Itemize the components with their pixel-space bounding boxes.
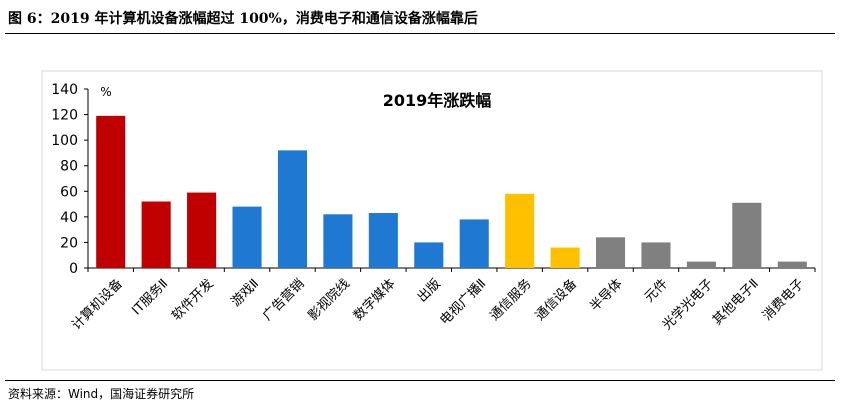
y-tick-label: 60 <box>60 184 78 200</box>
x-tick-label: 数字媒体 <box>351 276 398 323</box>
bar <box>232 206 262 268</box>
x-tick-label: 消费电子 <box>760 276 807 323</box>
y-tick-label: 20 <box>60 235 78 251</box>
x-tick-label: 广告营销 <box>260 276 307 323</box>
y-tick-label: 40 <box>60 210 78 226</box>
bar <box>96 115 126 268</box>
bar <box>595 237 626 268</box>
x-tick-label: 计算机设备 <box>68 276 125 333</box>
x-axis <box>87 267 816 272</box>
bar <box>550 247 580 268</box>
x-tick-label: 元件 <box>642 276 671 305</box>
bar <box>414 242 444 268</box>
y-tick-label: 0 <box>69 261 78 277</box>
x-tick-label: 通信设备 <box>532 276 580 324</box>
bar <box>459 219 489 268</box>
bar <box>277 150 308 268</box>
bar <box>141 201 171 268</box>
x-tick-label: 游戏Ⅱ <box>229 276 263 310</box>
y-tick-label: 80 <box>60 159 78 175</box>
x-tick-label: 出版 <box>415 276 444 305</box>
bar <box>686 261 716 268</box>
y-axis: 0 20 40 60 80 100 120 140 <box>51 82 89 277</box>
figure-title: 图 6：2019 年计算机设备涨幅超过 100%，消费电子和通信设备涨幅靠后 <box>8 11 478 27</box>
bars <box>96 115 807 268</box>
bar <box>777 261 807 268</box>
source-note: 资料来源：Wind，国海证券研究所 <box>8 387 195 401</box>
x-tick-label: 软件开发 <box>169 276 217 324</box>
x-tick-label: 通信服务 <box>487 276 535 324</box>
y-tick-label: 140 <box>51 82 78 98</box>
chart-frame <box>41 70 823 371</box>
x-tick-label: 半导体 <box>587 276 625 314</box>
x-tick-label: 其他电子Ⅱ <box>710 276 762 328</box>
bar <box>323 214 353 268</box>
bar <box>505 193 535 268</box>
bar <box>641 242 671 268</box>
source-divider <box>5 380 835 381</box>
x-tick-label: IT服务Ⅱ <box>129 276 172 319</box>
chart-title: 2019年涨跌幅 <box>383 91 492 110</box>
bar <box>187 192 217 268</box>
y-tick-label: 120 <box>51 108 78 124</box>
x-tick-label: 影视院线 <box>306 276 353 323</box>
y-tick-label: 100 <box>51 133 78 149</box>
title-divider <box>5 33 835 34</box>
bar <box>368 213 398 268</box>
bar <box>732 202 762 268</box>
x-tick-label: 电视广播Ⅱ <box>437 276 489 328</box>
y-axis-unit: % <box>100 85 111 99</box>
